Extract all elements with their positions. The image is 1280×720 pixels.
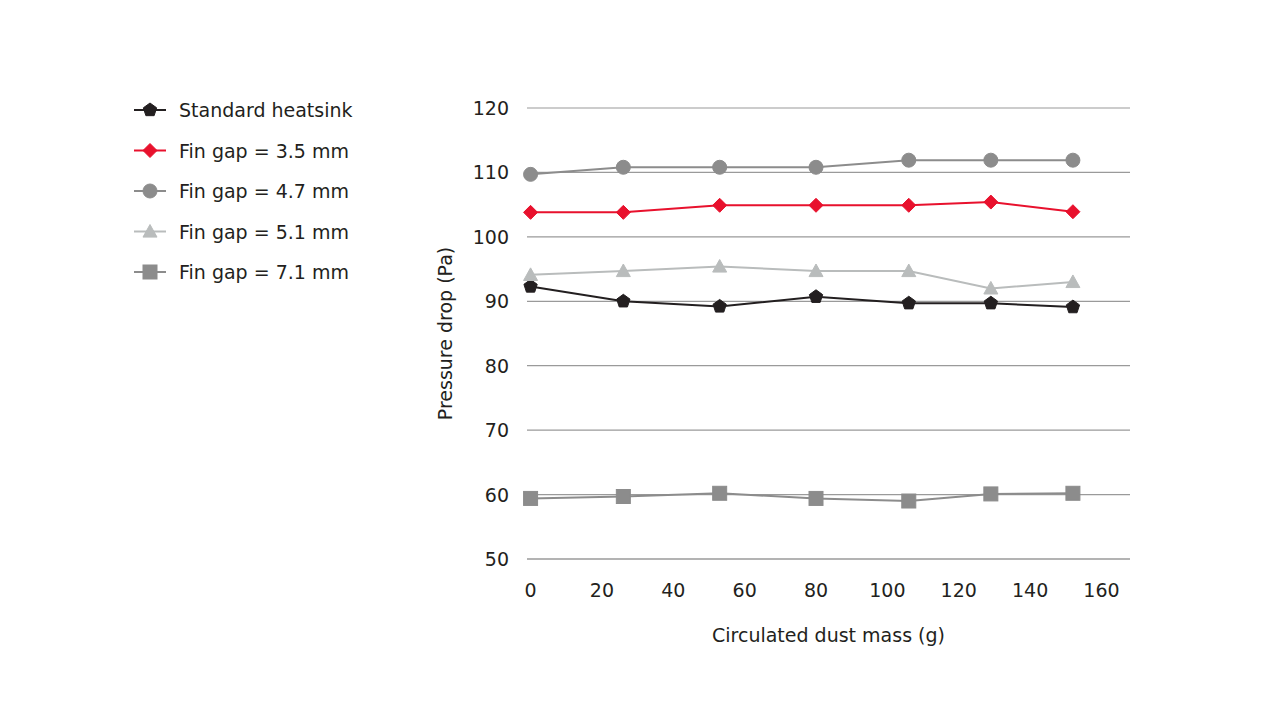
grid-line [527,365,1130,366]
legend-label: Standard heatsink [179,99,353,121]
data-point [713,198,727,212]
legend-marker [143,184,157,198]
plot-area [524,153,1080,508]
data-point [902,494,916,508]
x-tick-label: 60 [733,579,757,601]
data-point [1066,153,1080,167]
y-tick-label: 110 [473,161,509,183]
y-tick-label: 50 [485,548,509,570]
y-tick-label: 120 [473,97,509,119]
data-point [984,195,998,209]
legend-marker [143,225,157,238]
grid-line [527,236,1130,237]
data-point [713,486,727,500]
data-point [984,296,997,309]
data-point [713,259,727,272]
data-point [617,294,630,307]
data-point [616,490,630,504]
grid-line [527,172,1130,173]
x-tick-label: 120 [941,579,977,601]
data-point [902,296,915,309]
data-point [902,198,916,212]
data-point [809,264,823,277]
data-point [616,160,630,174]
data-point [524,279,537,292]
data-point [809,160,823,174]
x-tick-label: 140 [1012,579,1048,601]
data-point [809,198,823,212]
data-point [1066,275,1080,288]
y-tick-label: 70 [485,419,509,441]
data-point [524,491,538,505]
x-tick-label: 80 [804,579,828,601]
y-tick-label: 60 [485,484,509,506]
data-point [809,290,822,303]
data-point [902,153,916,167]
grid-line [527,430,1130,431]
y-tick-label: 90 [485,290,509,312]
chart: 50 60 70 80 90 100 110 120 0 20 40 60 80 100 120 140 160… [0,0,1280,720]
x-tick-label: 100 [869,579,905,601]
data-point [1066,486,1080,500]
data-point [809,491,823,505]
legend: Standard heatsink Fin gap = 3.5 mm Fin gap… [134,99,353,283]
legend-label: Fin gap = 7.1 mm [179,261,349,283]
legend-label: Fin gap = 3.5 mm [179,140,349,162]
data-point [984,281,998,294]
data-point [524,205,538,219]
grid-line [527,558,1130,559]
data-point [524,268,538,281]
data-point [984,487,998,501]
y-tick-label: 100 [473,226,509,248]
x-axis-title: Circulated dust mass (g) [712,624,945,646]
y-axis-title: Pressure drop (Pa) [434,247,456,420]
grid-line [527,107,1130,108]
legend-marker [143,144,157,158]
data-point [1066,300,1079,313]
data-point [1066,205,1080,219]
x-axis-line [527,558,1130,559]
data-point [713,160,727,174]
data-point [984,153,998,167]
x-tick-label: 40 [661,579,685,601]
legend-label: Fin gap = 5.1 mm [179,221,349,243]
data-point [616,264,630,277]
data-point [616,205,630,219]
data-point [902,264,916,277]
x-tick-label: 0 [525,579,537,601]
x-tick-label: 20 [590,579,614,601]
legend-marker [143,103,156,116]
legend-marker [143,265,157,279]
y-tick-label: 80 [485,355,509,377]
x-tick-label: 160 [1083,579,1119,601]
data-point [524,167,538,181]
legend-label: Fin gap = 4.7 mm [179,180,349,202]
data-point [713,299,726,312]
